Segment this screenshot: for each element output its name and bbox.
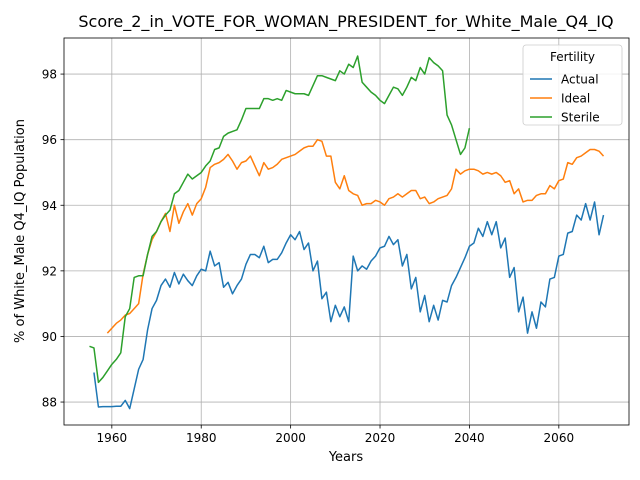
series-line-actual bbox=[93, 201, 605, 410]
x-tick-label: 1960 bbox=[97, 431, 128, 445]
legend-label-sterile: Sterile bbox=[561, 111, 600, 125]
y-axis: 88 90 92 94 96 98 bbox=[42, 68, 64, 410]
series-line-sterile bbox=[89, 55, 471, 384]
y-tick-label: 98 bbox=[42, 68, 57, 82]
series-layer bbox=[89, 55, 605, 410]
y-axis-label: % of White_Male Q4_IQ Population bbox=[13, 119, 28, 343]
grid-lines bbox=[64, 38, 629, 425]
x-axis-label: Years bbox=[328, 450, 364, 465]
series-line-ideal bbox=[106, 138, 605, 334]
legend-label-ideal: Ideal bbox=[561, 92, 590, 106]
chart-title: Score_2_in_VOTE_FOR_WOMAN_PRESIDENT_for_… bbox=[78, 12, 613, 32]
x-tick-label: 2060 bbox=[544, 431, 575, 445]
legend-title: Fertility bbox=[550, 50, 595, 64]
legend-entries: Actual Ideal Sterile bbox=[530, 73, 600, 125]
x-tick-label: 2020 bbox=[365, 431, 396, 445]
y-tick-label: 88 bbox=[42, 396, 57, 410]
x-tick-label: 2040 bbox=[454, 431, 485, 445]
plot-frame bbox=[63, 37, 630, 426]
y-tick-label: 94 bbox=[42, 199, 57, 213]
legend-label-actual: Actual bbox=[561, 73, 599, 87]
y-tick-label: 96 bbox=[42, 133, 57, 147]
x-axis: 1960 1980 2000 2020 2040 2060 bbox=[97, 425, 575, 445]
y-tick-label: 90 bbox=[42, 330, 57, 344]
x-tick-label: 2000 bbox=[275, 431, 306, 445]
x-tick-label: 1980 bbox=[186, 431, 217, 445]
legend-box bbox=[522, 44, 623, 126]
y-tick-label: 92 bbox=[42, 264, 57, 278]
legend: Fertility Actual Ideal Sterile bbox=[522, 44, 623, 126]
